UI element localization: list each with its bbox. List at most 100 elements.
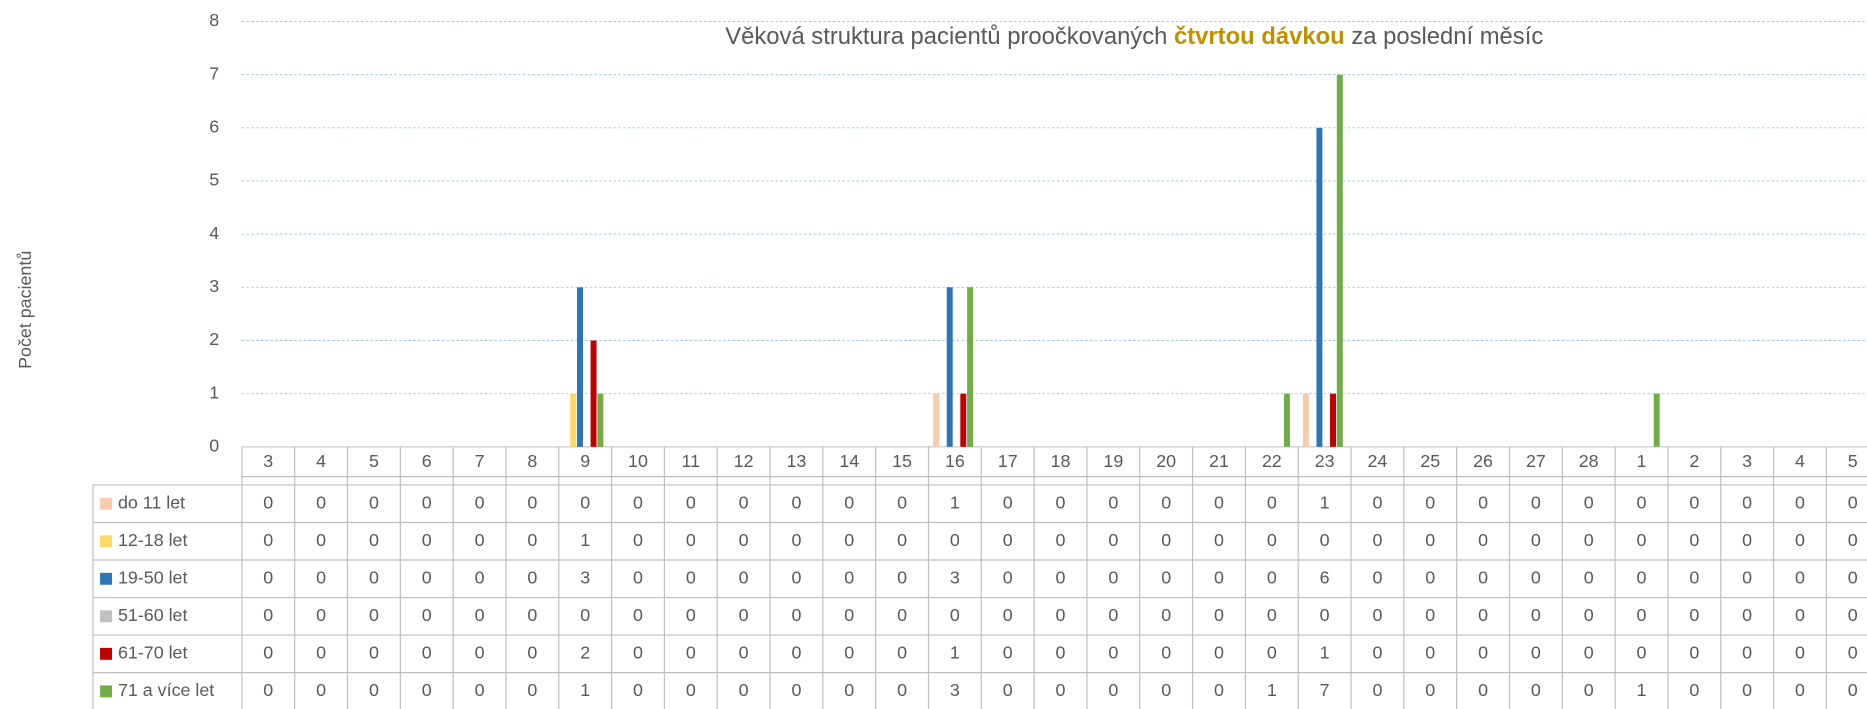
- table-cell: 0: [686, 605, 696, 625]
- table-cell: 0: [739, 568, 749, 588]
- legend-swatch: [100, 685, 112, 698]
- table-cell: 0: [739, 643, 749, 663]
- table-cell: 0: [422, 643, 432, 663]
- table-cell: 0: [1056, 680, 1066, 700]
- table-cell: 0: [844, 680, 854, 700]
- x-tick-label: 22: [1262, 451, 1282, 471]
- table-cell: 0: [1425, 492, 1435, 512]
- table-cell: 0: [950, 605, 960, 625]
- table-cell: 0: [1584, 680, 1594, 700]
- table-cell: 0: [844, 643, 854, 663]
- table-cell: 0: [1531, 492, 1541, 512]
- table-cell: 0: [527, 680, 537, 700]
- table-cell: 0: [263, 605, 273, 625]
- table-cell: 0: [1056, 568, 1066, 588]
- x-tick-label: 4: [1795, 451, 1805, 471]
- table-cell: 0: [1637, 492, 1647, 512]
- table-cell: 0: [1584, 568, 1594, 588]
- legend-label: do 11 let: [118, 492, 185, 512]
- legend-swatch: [100, 497, 112, 510]
- table-cell: 0: [1214, 492, 1224, 512]
- x-tick-label: 15: [892, 451, 912, 471]
- table-cell: 0: [686, 643, 696, 663]
- x-tick-label: 7: [475, 451, 485, 471]
- x-tick-label: 5: [1848, 451, 1858, 471]
- title-end: za poslední měsíc: [1351, 23, 1543, 50]
- table-cell: 0: [1689, 643, 1699, 663]
- table-cell: 0: [527, 568, 537, 588]
- table-cell: 0: [1108, 605, 1118, 625]
- table-cell: 0: [1003, 605, 1013, 625]
- legend-label: 19-50 let: [118, 568, 188, 588]
- table-cell: 0: [791, 680, 801, 700]
- bar: [967, 287, 974, 447]
- table-cell: 3: [580, 568, 590, 588]
- table-cell: 0: [316, 530, 326, 550]
- table-cell: 0: [422, 605, 432, 625]
- table-cell: 0: [263, 643, 273, 663]
- table-cell: 0: [527, 492, 537, 512]
- table-cell: 0: [475, 605, 485, 625]
- table-cell: 0: [1584, 530, 1594, 550]
- table-cell: 0: [1425, 530, 1435, 550]
- table-cell: 0: [422, 680, 432, 700]
- table-cell: 0: [1689, 568, 1699, 588]
- table-cell: 0: [1425, 605, 1435, 625]
- table-cell: 1: [1267, 680, 1277, 700]
- table-cell: 0: [422, 530, 432, 550]
- table-cell: 0: [897, 568, 907, 588]
- table-cell: 0: [1531, 605, 1541, 625]
- legend-label: 12-18 let: [118, 530, 188, 550]
- table-cell: 0: [1848, 643, 1858, 663]
- table-cell: 0: [1742, 530, 1752, 550]
- legend-label: 71 a více let: [118, 680, 214, 700]
- table-cell: 0: [1372, 643, 1382, 663]
- table-cell: 0: [475, 530, 485, 550]
- table-cell: 0: [633, 530, 643, 550]
- table-cell: 0: [791, 605, 801, 625]
- y-tick-label: 6: [209, 117, 219, 137]
- x-tick-label: 23: [1315, 451, 1335, 471]
- table-cell: 0: [369, 492, 379, 512]
- x-tick-label: 11: [682, 451, 701, 471]
- chart-title: Věková struktura pacientů proočkovaných …: [725, 23, 1543, 50]
- table-cell: 0: [316, 680, 326, 700]
- y-tick-label: 7: [209, 63, 219, 83]
- table-cell: 0: [686, 492, 696, 512]
- table-cell: 0: [475, 680, 485, 700]
- table-cell: 0: [475, 492, 485, 512]
- table-cell: 0: [316, 568, 326, 588]
- table-cell: 0: [580, 605, 590, 625]
- table-cell: 0: [1637, 605, 1647, 625]
- table-cell: 0: [1372, 605, 1382, 625]
- table-cell: 0: [369, 530, 379, 550]
- table-cell: 0: [791, 530, 801, 550]
- x-tick-label: 3: [1742, 451, 1752, 471]
- table-cell: 0: [369, 605, 379, 625]
- x-tick-label: 21: [1209, 451, 1229, 471]
- table-cell: 0: [1108, 643, 1118, 663]
- bar: [1316, 127, 1323, 447]
- table-cell: 0: [897, 643, 907, 663]
- table-cell: 0: [1108, 568, 1118, 588]
- table-cell: 0: [1848, 492, 1858, 512]
- table-cell: 0: [1848, 680, 1858, 700]
- table-cell: 0: [633, 680, 643, 700]
- x-tick-label: 17: [998, 451, 1018, 471]
- table-cell: 0: [739, 530, 749, 550]
- table-cell: 0: [1478, 492, 1488, 512]
- table-cell: 0: [1637, 643, 1647, 663]
- table-cell: 0: [369, 568, 379, 588]
- x-tick-label: 24: [1367, 451, 1387, 471]
- table-cell: 0: [844, 530, 854, 550]
- table-cell: 0: [739, 680, 749, 700]
- table-cell: 0: [633, 492, 643, 512]
- table-cell: 0: [422, 492, 432, 512]
- table-cell: 0: [1478, 530, 1488, 550]
- table-cell: 0: [1161, 605, 1171, 625]
- table-cell: 0: [1584, 605, 1594, 625]
- table-cell: 0: [1161, 530, 1171, 550]
- table-cell: 0: [1056, 492, 1066, 512]
- table-cell: 0: [1742, 605, 1752, 625]
- table-cell: 0: [1478, 605, 1488, 625]
